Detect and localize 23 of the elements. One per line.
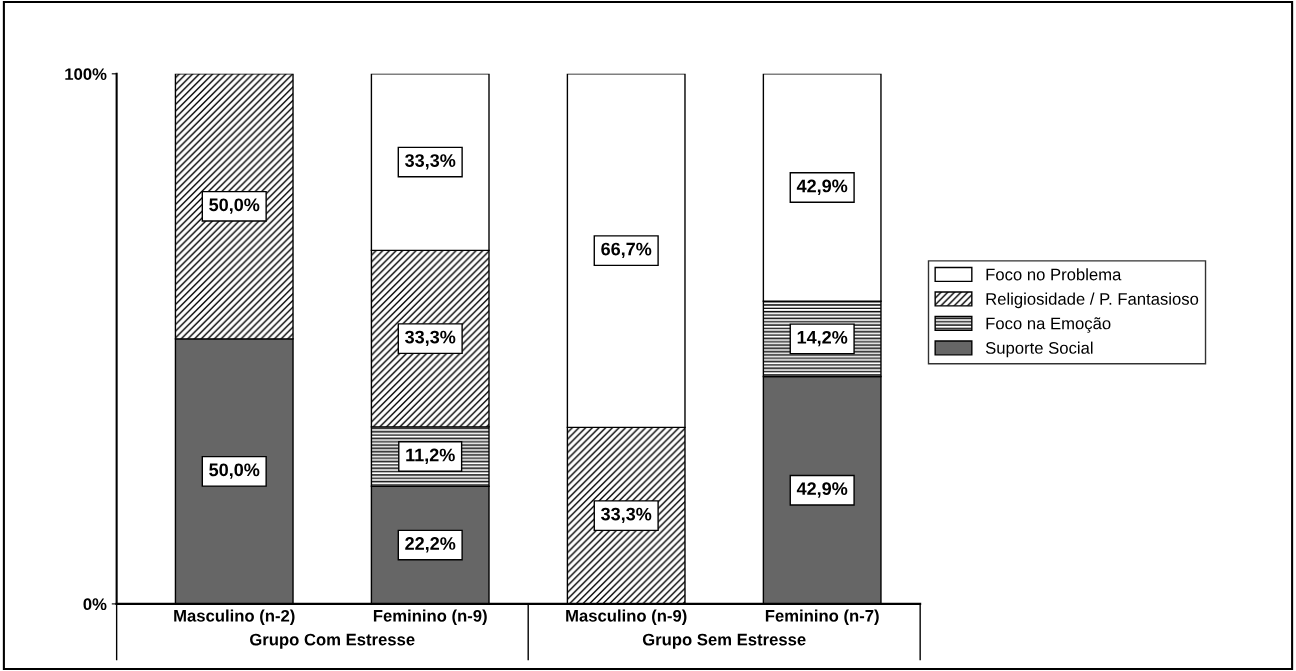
data-label: 14,2%: [797, 330, 848, 347]
text: Grupo Com Estresse: [250, 633, 415, 649]
legend-label: Suporte Social: [985, 341, 1093, 358]
legend-label: Religiosidade / P. Fantasioso: [986, 292, 1199, 309]
data-label: 66,7%: [601, 242, 652, 259]
text: Grupo Sem Estresse: [642, 633, 806, 649]
data-label: 42,9%: [796, 482, 848, 498]
data-label: 11,2%: [406, 448, 455, 464]
x-tick-label: Masculino (n-2): [174, 609, 295, 625]
x-tick-label: Feminino (n-9): [373, 609, 487, 625]
legend-label: Foco na Emoção: [986, 317, 1111, 333]
data-label: 33,3%: [405, 154, 456, 170]
data-label: 33,3%: [601, 507, 652, 524]
data-label: 50,0%: [209, 198, 260, 214]
data-label: 50,0%: [209, 463, 260, 479]
y-tick-label: 0%: [83, 598, 107, 611]
x-tick-label: Masculino (n-9): [566, 609, 687, 625]
legend-label: Foco no Problema: [986, 268, 1122, 281]
y-tick-label: 100%: [65, 68, 107, 81]
x-tick-label: Feminino (n-7): [765, 609, 879, 625]
data-label: 33,3%: [405, 330, 456, 347]
data-label: 22,2%: [405, 537, 456, 553]
data-label: 42,9%: [796, 179, 848, 195]
